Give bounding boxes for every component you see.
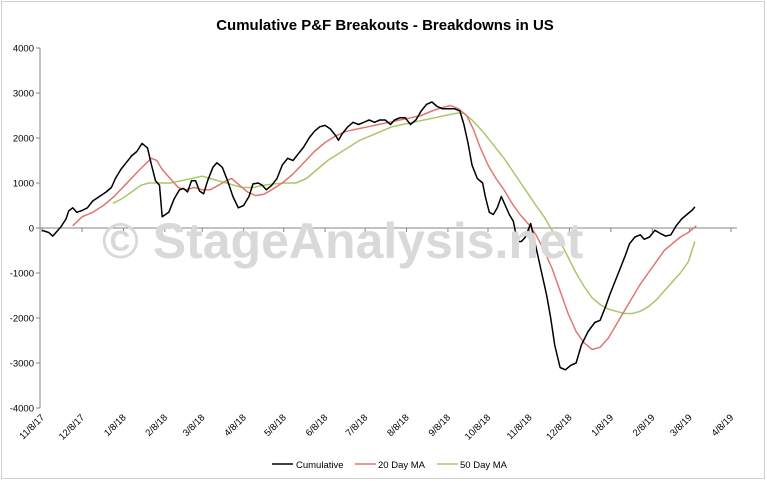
y-tick-label: -4000 — [10, 404, 34, 415]
y-tick-label: 3000 — [13, 89, 34, 100]
x-tick-label: 10/8/18 — [463, 412, 493, 442]
x-tick-label: 8/8/18 — [385, 412, 411, 438]
y-tick-label: 2000 — [13, 134, 34, 145]
x-tick-label: 2/8/19 — [631, 412, 657, 438]
y-tick-label: 1000 — [13, 179, 34, 190]
series-line-cumulative — [41, 101, 696, 371]
y-tick-label: -2000 — [10, 314, 34, 325]
y-tick-label: -3000 — [10, 359, 34, 370]
x-tick-label: 11/8/18 — [505, 412, 535, 442]
x-tick-label: 3/8/19 — [668, 412, 694, 438]
y-tick-label: 0 — [29, 224, 34, 235]
x-tick-label: 11/8/17 — [17, 412, 47, 442]
plot-area: -4000 -3000 -2000 -1000 0 1000 2000 3000 4000 11… — [10, 44, 737, 443]
series-lines — [41, 101, 697, 371]
watermark-text: © StageAnalysis.net — [102, 213, 584, 269]
x-tick-label: 12/8/17 — [57, 412, 87, 442]
x-tick-label: 12/8/18 — [544, 412, 574, 442]
series-line-20-day-ma — [72, 104, 697, 351]
x-tick-label: 7/8/18 — [344, 412, 370, 438]
legend: Cumulative 20 Day MA 50 Day MA — [272, 460, 508, 471]
x-tick-label: 5/8/18 — [262, 412, 288, 438]
legend-label-cumulative: Cumulative — [296, 460, 344, 471]
x-tick-label: 2/8/18 — [144, 412, 170, 438]
x-tick-label: 3/8/18 — [181, 412, 207, 438]
chart-title: Cumulative P&F Breakouts - Breakdowns in… — [216, 17, 554, 34]
legend-label-50-day-ma: 50 Day MA — [460, 460, 508, 471]
x-tick-label: 4/8/19 — [710, 412, 736, 438]
series-line-50-day-ma — [112, 112, 696, 315]
x-tick-label: 1/8/18 — [102, 412, 128, 438]
y-ticks: -4000 -3000 -2000 -1000 0 1000 2000 3000 4000 — [10, 44, 40, 415]
legend-label-20-day-ma: 20 Day MA — [378, 460, 426, 471]
y-tick-label: 4000 — [13, 44, 34, 55]
x-tick-label: 4/8/18 — [222, 412, 248, 438]
x-tick-label: 1/8/19 — [589, 412, 615, 438]
y-tick-label: -1000 — [10, 269, 34, 280]
x-tick-label: 9/8/18 — [427, 412, 453, 438]
x-tick-label: 6/8/18 — [304, 412, 330, 438]
